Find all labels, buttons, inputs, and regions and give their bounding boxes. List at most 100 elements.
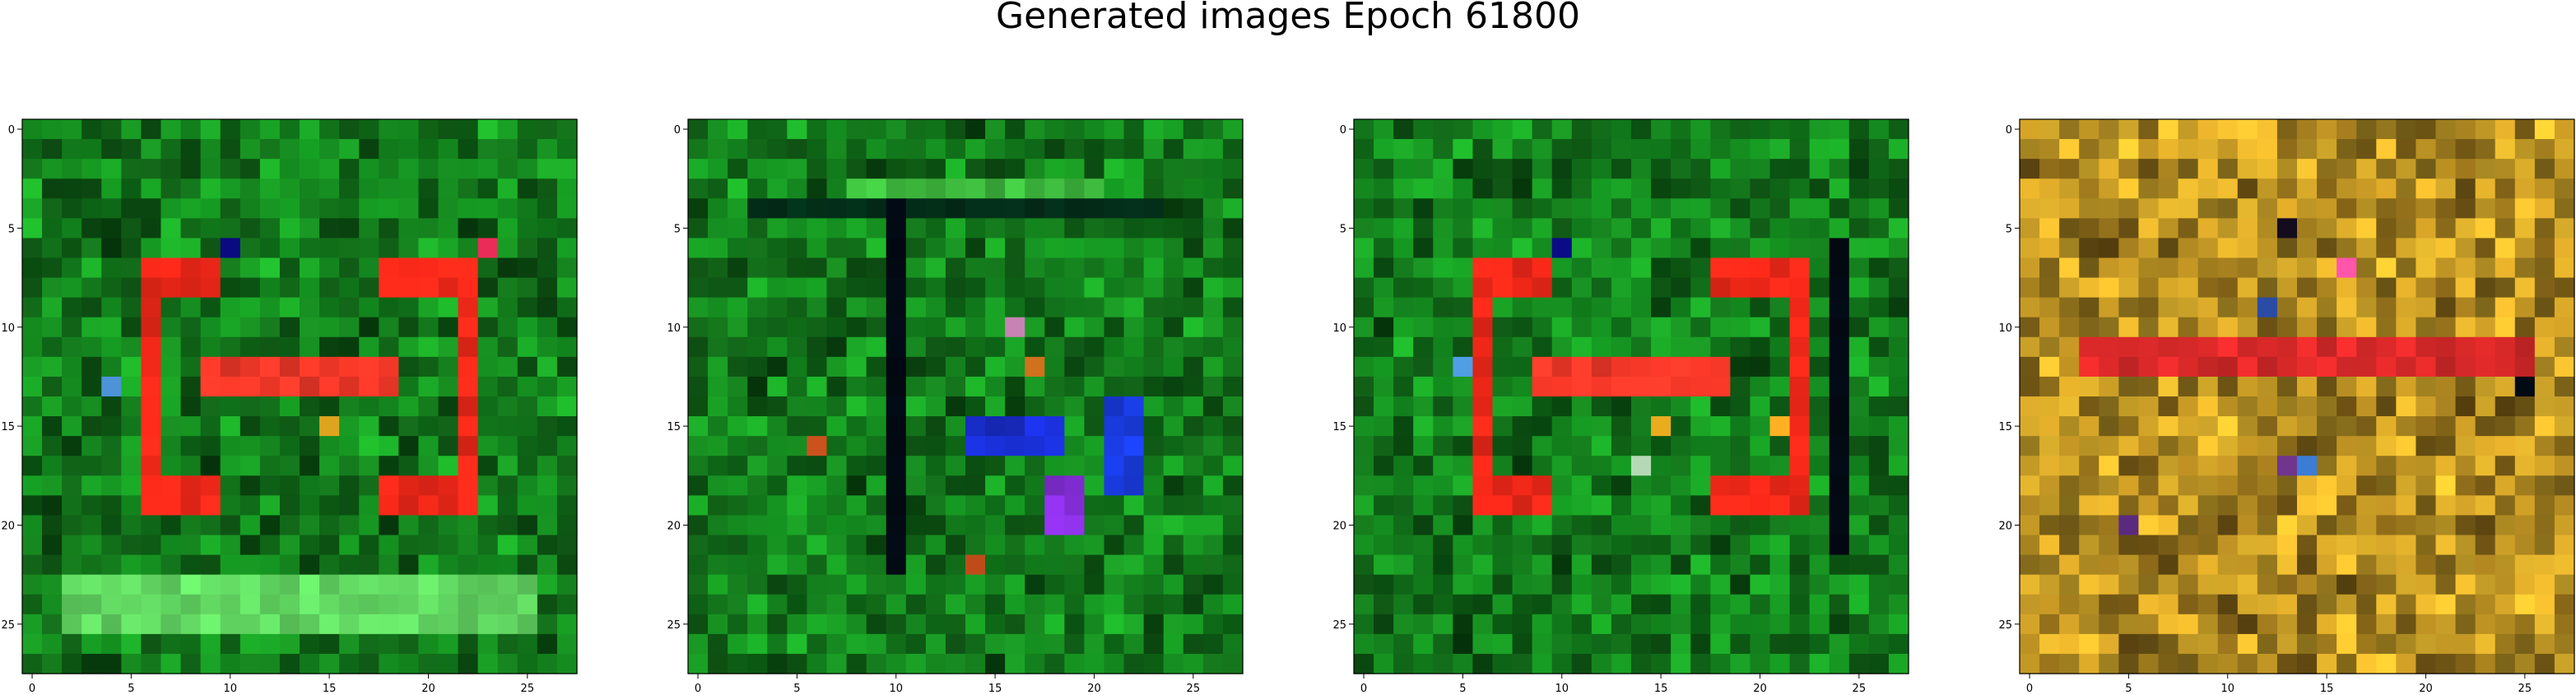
pixel-cell <box>517 139 538 160</box>
pixel-cell <box>62 535 82 556</box>
pixel-cell <box>2059 633 2080 655</box>
pixel-cell <box>826 475 848 496</box>
pixel-cell <box>1393 515 1414 536</box>
pixel-cell <box>537 218 558 239</box>
y-tick-label: 20 <box>667 520 681 532</box>
pixel-cell <box>1104 356 1125 378</box>
pixel-cell <box>1123 554 1145 576</box>
pixel-cell <box>180 356 202 378</box>
pixel-cell <box>767 495 788 517</box>
pixel-cell <box>1143 356 1165 378</box>
pixel-cell <box>1143 396 1165 417</box>
pixel-cell <box>1750 456 1771 476</box>
pixel-cell <box>2099 574 2119 595</box>
pixel-cell <box>2475 614 2496 635</box>
pixel-cell <box>259 336 281 358</box>
pixel-cell <box>517 238 538 259</box>
pixel-cell <box>747 515 768 536</box>
pixel-cell <box>259 218 281 239</box>
pixel-cell <box>497 436 518 456</box>
pixel-cell <box>1472 277 1494 299</box>
pixel-cell <box>81 515 102 536</box>
pixel-cell <box>2337 198 2357 219</box>
pixel-cell <box>945 456 966 476</box>
pixel-cell <box>259 297 281 318</box>
pixel-cell <box>2079 159 2099 179</box>
pixel-cell <box>708 416 728 437</box>
pixel-cell <box>1671 614 1691 635</box>
pixel-cell <box>1104 495 1125 517</box>
pixel-cell <box>2455 535 2476 556</box>
pixel-cell <box>807 554 828 576</box>
pixel-cell <box>160 614 182 635</box>
pixel-cell <box>1631 356 1652 378</box>
pixel-cell <box>1591 356 1612 378</box>
pixel-cell <box>1393 653 1414 674</box>
pixel-cell <box>418 119 439 140</box>
pixel-cell <box>1829 495 1850 517</box>
pixel-cell <box>1769 336 1791 358</box>
pixel-cell <box>42 535 63 556</box>
pixel-cell <box>517 535 538 556</box>
pixel-cell <box>121 257 142 279</box>
pixel-cell <box>1084 475 1105 496</box>
pixel-cell <box>2356 416 2377 437</box>
pixel-cell <box>1222 416 1244 437</box>
pixel-cell <box>1829 238 1850 259</box>
pixel-cell <box>2534 317 2555 338</box>
pixel-cell <box>1829 218 1850 239</box>
pixel-cell <box>220 633 241 655</box>
pixel-cell <box>2158 594 2179 615</box>
pixel-cell <box>1374 633 1394 655</box>
pixel-cell <box>1433 574 1453 595</box>
pixel-cell <box>1789 653 1811 674</box>
pixel-cell <box>728 554 748 576</box>
pixel-cell <box>2118 159 2140 179</box>
pixel-cell <box>1453 119 1474 140</box>
pixel-cell <box>1064 436 1086 456</box>
pixel-cell <box>1868 594 1890 615</box>
pixel-cell <box>1888 456 1909 476</box>
pixel-cell <box>1591 317 1612 338</box>
pixel-cell <box>2435 336 2457 358</box>
pixel-cell <box>220 416 241 437</box>
pixel-cell <box>1730 317 1751 338</box>
pixel-cell <box>81 317 102 338</box>
pixel-cell <box>1631 416 1652 437</box>
pixel-cell <box>807 178 828 199</box>
pixel-cell <box>2138 139 2160 160</box>
pixel-cell <box>101 297 122 318</box>
pixel-cell <box>1551 119 1573 140</box>
pixel-cell <box>2337 356 2357 378</box>
pixel-cell <box>1413 535 1434 556</box>
pixel-cell <box>2356 238 2377 259</box>
pixel-cell <box>1044 218 1065 239</box>
pixel-cell <box>767 594 788 615</box>
pixel-cell <box>2337 376 2357 397</box>
pixel-cell <box>1591 416 1612 437</box>
pixel-cell <box>1433 456 1453 476</box>
pixel-cell <box>2197 535 2219 556</box>
pixel-cell <box>1532 396 1553 417</box>
pixel-cell <box>1690 257 1711 279</box>
pixel-cell <box>728 218 748 239</box>
pixel-cell <box>2317 238 2337 259</box>
pixel-cell <box>1868 356 1890 378</box>
pixel-cell <box>180 475 202 496</box>
pixel-cell <box>1611 238 1632 259</box>
pixel-cell <box>537 515 558 536</box>
pixel-cell <box>438 475 459 496</box>
pixel-cell <box>2217 495 2239 517</box>
pixel-cell <box>1005 396 1025 417</box>
pixel-cell <box>945 119 966 140</box>
pixel-cell <box>747 139 768 160</box>
pixel-cell <box>2138 653 2160 674</box>
pixel-cell <box>826 178 848 199</box>
pixel-cell <box>1222 396 1244 417</box>
pixel-cell <box>1222 317 1244 338</box>
pixel-cell <box>2138 336 2160 358</box>
pixel-cell <box>537 574 558 595</box>
pixel-cell <box>1393 159 1414 179</box>
pixel-cell <box>925 515 946 536</box>
